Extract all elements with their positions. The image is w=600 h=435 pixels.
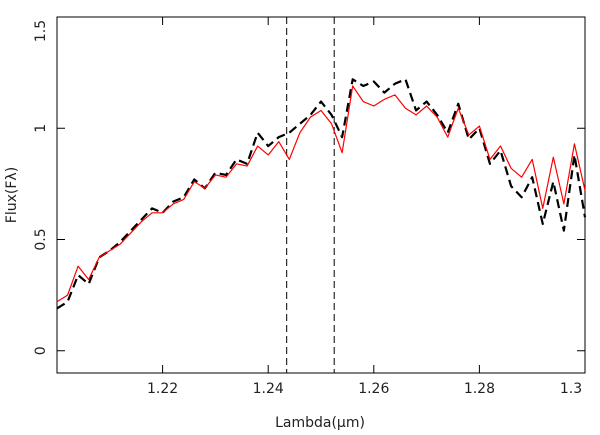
data-line — [56, 78, 587, 310]
x-tick-label: 1.26 — [358, 381, 389, 397]
x-tick-label: 1.28 — [464, 381, 495, 397]
plot-frame — [56, 16, 586, 374]
y-tick-label: 0 — [33, 346, 49, 355]
x-tick-label: 1.22 — [147, 381, 178, 397]
x-axis-label: Lambda(μm) — [275, 415, 365, 431]
y-tick-label: 0.5 — [33, 228, 49, 250]
y-tick-label: 1.5 — [33, 20, 49, 42]
data-line — [56, 85, 586, 303]
x-tick-label: 1.24 — [253, 381, 284, 397]
y-axis-label: Flux(Fλ) — [4, 167, 20, 223]
y-tick-label: 1 — [33, 124, 49, 133]
x-tick-label: 1.3 — [560, 381, 582, 397]
